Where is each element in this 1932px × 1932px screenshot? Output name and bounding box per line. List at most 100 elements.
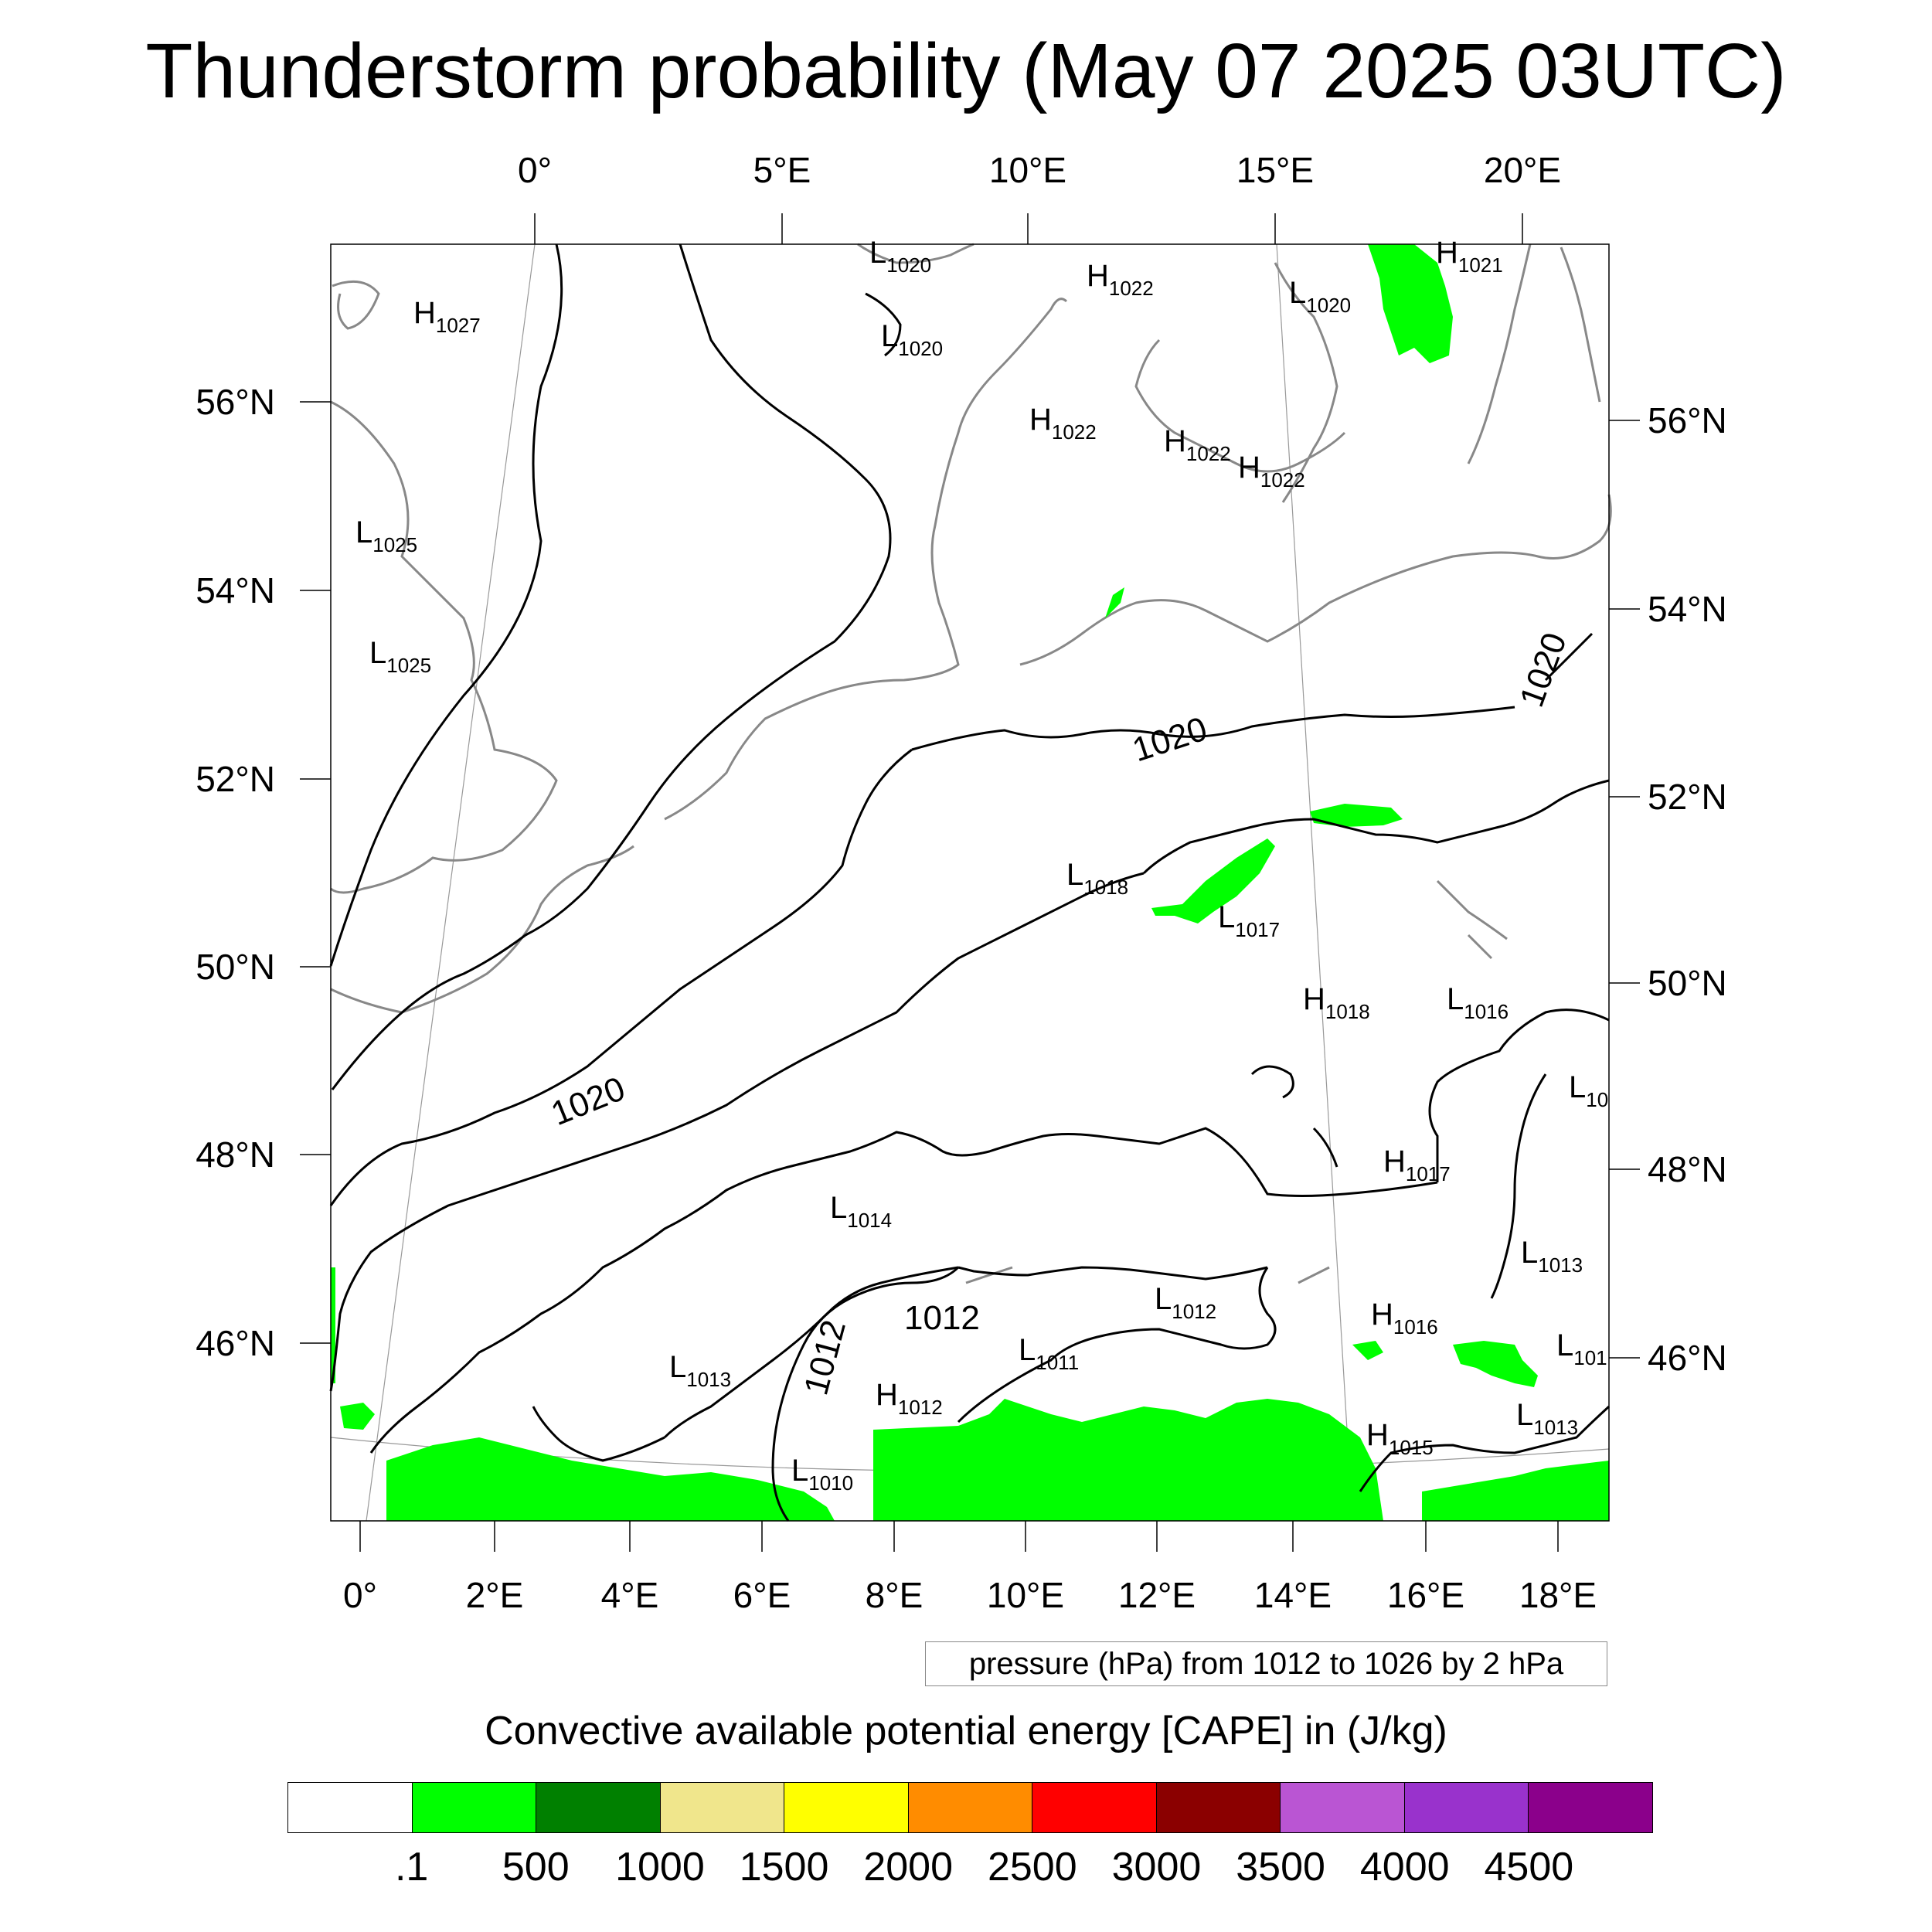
cape-area-east [1352,1341,1383,1360]
colorbar-swatch [288,1783,413,1832]
bottom-lon-label: 16°E [1387,1575,1464,1615]
pressure-center: H1022 [1029,403,1097,444]
pressure-center: L1020 [1289,276,1351,317]
pressure-center: H1018 [1303,982,1370,1023]
cape-area-west-edge [340,1403,375,1430]
cape-area-poland [1310,804,1403,827]
left-lat-label: 46°N [196,1323,275,1363]
right-lat-label: 56°N [1648,400,1727,440]
left-axis-labels: 56°N 54°N 52°N 50°N 48°N 46°N [196,382,275,1363]
pressure-center: L101 [1556,1328,1607,1369]
pressure-center: L1025 [369,636,431,677]
colorbar-label: 4500 [1484,1845,1574,1889]
cape-area-denmark [1105,587,1124,618]
right-lat-label: 54°N [1648,589,1727,629]
colorbar-title: Convective available potential energy [C… [485,1709,1447,1753]
bottom-lon-label: 18°E [1519,1575,1597,1615]
colorbar-label: 4000 [1359,1845,1450,1889]
cape-area-czech [1151,838,1275,923]
pressure-center: L1016 [1447,982,1509,1023]
colorbar-label: 2500 [987,1845,1077,1889]
colorbar-swatch [1529,1783,1653,1832]
right-lat-label: 48°N [1648,1149,1727,1189]
right-lat-label: 50°N [1648,963,1727,1003]
bottom-lon-label: 4°E [601,1575,659,1615]
pressure-center: H1022 [1087,259,1154,300]
left-lat-label: 54°N [196,570,275,611]
colorbar-label: .1 [394,1845,429,1889]
top-lon-label: 0° [518,150,552,190]
colorbar-swatch [412,1783,537,1832]
map-frame [330,243,1610,1522]
contour-info-box: pressure (hPa) from 1012 to 1026 by 2 hP… [925,1641,1607,1686]
pressure-center: L1014 [830,1191,892,1232]
top-axis-labels: 0° 5°E 10°E 15°E 20°E [518,150,1561,190]
pressure-center: H1022 [1164,424,1231,465]
pressure-center: L1011 [1019,1333,1079,1374]
colorbar-swatch [908,1783,1033,1832]
colorbar-label: 1000 [615,1845,705,1889]
axis-ticks [300,213,1640,1552]
left-lat-label: 52°N [196,759,275,799]
left-lat-label: 50°N [196,947,275,987]
isobar-label: 1020 [1512,628,1574,712]
isobar-label: 1020 [1128,709,1212,769]
pressure-center: H1016 [1371,1298,1438,1338]
pressure-center: L1025 [355,515,417,556]
cape-area-sweden [1368,244,1453,363]
colorbar-label: 2000 [863,1845,954,1889]
colorbar-label: 3000 [1111,1845,1202,1889]
colorbar-swatch [1404,1783,1529,1832]
isobar-label: 1020 [546,1070,631,1133]
pressure-center: L1013 [1521,1236,1583,1277]
cape-area-hungary [1453,1341,1538,1387]
top-lon-label: 15°E [1236,150,1314,190]
pressure-center: L10 [1569,1070,1608,1111]
right-axis-labels: 56°N 54°N 52°N 50°N 48°N 46°N [1648,400,1727,1378]
pressure-center: L1020 [881,319,943,360]
pressure-center: L1020 [869,236,931,277]
cape-area-southwest [386,1437,835,1521]
pressure-center: L1013 [669,1350,731,1391]
coastlines [330,243,1612,1461]
pressure-center: H1012 [876,1378,943,1419]
colorbar-swatch [536,1783,661,1832]
pressure-center: L1010 [791,1454,853,1495]
bottom-lon-label: 6°E [733,1575,791,1615]
pressure-centers: L1020 H1022 L1020 H1021 H1027 L1020 H102… [355,236,1608,1495]
bottom-lon-label: 14°E [1254,1575,1332,1615]
pressure-center: H1022 [1238,451,1305,492]
pressure-center: H1021 [1436,236,1503,277]
top-lon-label: 10°E [989,150,1066,190]
bottom-axis-labels: 0° 2°E 4°E 6°E 8°E 10°E 12°E 14°E 16°E 1… [343,1575,1597,1615]
bottom-lon-label: 0° [343,1575,377,1615]
cape-area-alps [873,1399,1383,1521]
colorbar-label: 1500 [739,1845,829,1889]
right-lat-label: 52°N [1648,777,1727,817]
pressure-center: L1018 [1066,858,1128,899]
colorbar [287,1782,1653,1833]
pressure-center: L1013 [1516,1398,1578,1439]
colorbar-swatch [1156,1783,1281,1832]
right-lat-label: 46°N [1648,1338,1727,1378]
pressure-center: H1027 [413,296,481,337]
isobars [329,243,1611,1522]
colorbar-swatch [1032,1783,1157,1832]
bottom-lon-label: 8°E [866,1575,923,1615]
isobar-label: 1012 [797,1316,853,1399]
page-title: Thunderstorm probability (May 07 2025 03… [145,28,1787,114]
pressure-center: L1017 [1218,900,1280,941]
cape-areas [331,244,1609,1521]
isobar-label: 1012 [904,1299,980,1337]
bottom-lon-label: 10°E [987,1575,1064,1615]
bottom-lon-label: 12°E [1118,1575,1196,1615]
top-lon-label: 5°E [753,150,811,190]
cape-area-southeast [1422,1461,1609,1521]
pressure-center: L1012 [1155,1282,1216,1323]
colorbar-swatch [660,1783,785,1832]
pressure-center: H1017 [1383,1145,1451,1185]
pressure-center: H1015 [1366,1418,1434,1459]
left-lat-label: 48°N [196,1134,275,1175]
colorbar-label: 500 [502,1845,570,1889]
